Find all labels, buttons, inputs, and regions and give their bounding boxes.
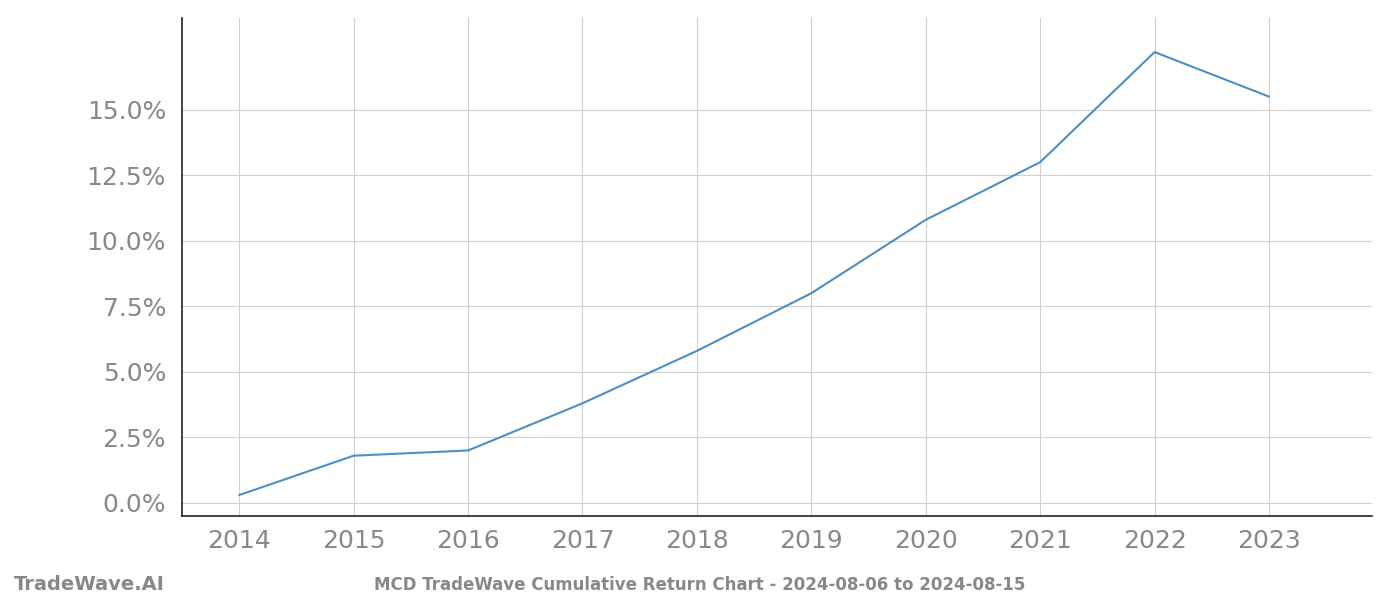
Text: TradeWave.AI: TradeWave.AI [14,575,165,594]
Text: MCD TradeWave Cumulative Return Chart - 2024-08-06 to 2024-08-15: MCD TradeWave Cumulative Return Chart - … [374,576,1026,594]
